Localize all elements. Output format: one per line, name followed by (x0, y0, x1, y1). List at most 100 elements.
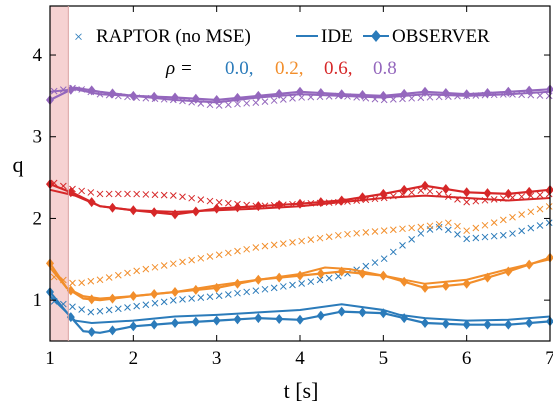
raptor-marker (389, 226, 397, 234)
raptor-marker (105, 190, 113, 198)
raptor-marker (133, 94, 141, 102)
raptor-marker (344, 198, 351, 205)
observer-marker (191, 284, 200, 295)
raptor-marker (499, 216, 507, 224)
raptor-marker (197, 294, 205, 301)
raptor-marker (509, 213, 516, 221)
observer-marker (171, 209, 179, 220)
raptor-marker (408, 224, 416, 232)
raptor-marker (463, 235, 471, 243)
legend-rho-value-0: 0.0, (225, 58, 254, 79)
raptor-marker (307, 93, 315, 101)
observer-marker (525, 318, 534, 329)
legend-rho-label: ρ = (165, 58, 193, 79)
raptor-marker (252, 244, 260, 251)
raptor-marker (270, 241, 278, 249)
raptor-marker (545, 190, 553, 198)
raptor-marker (96, 190, 104, 198)
raptor-marker (289, 95, 296, 102)
observer-marker (254, 313, 263, 324)
plot-frame (49, 5, 551, 342)
series-rho-0-0 (46, 219, 553, 338)
raptor-marker (463, 227, 471, 235)
raptor-marker (160, 298, 168, 306)
observer-marker (525, 259, 534, 270)
observer-marker (171, 286, 179, 297)
raptor-marker (252, 99, 260, 106)
raptor-marker (160, 262, 168, 269)
raptor-marker (481, 91, 489, 99)
raptor-marker (334, 198, 342, 206)
raptor-marker (151, 299, 159, 307)
raptor-marker (389, 248, 397, 256)
raptor-marker (78, 279, 86, 287)
raptor-marker (270, 201, 278, 209)
raptor-marker (527, 192, 535, 200)
raptor-marker (87, 277, 95, 285)
x-tick-label: 3 (212, 348, 222, 369)
raptor-marker (454, 92, 461, 100)
observer-marker (171, 318, 179, 329)
raptor-marker (545, 219, 553, 227)
raptor-marker (426, 93, 434, 101)
observer-marker (358, 307, 367, 318)
observer-marker (254, 201, 263, 212)
legend-rho-value-1: 0.2, (275, 58, 304, 79)
raptor-marker (279, 201, 287, 209)
observer-marker (525, 186, 534, 197)
observer-marker (379, 308, 388, 319)
observer-marker (296, 270, 304, 281)
raptor-marker (316, 199, 324, 207)
observer-marker (441, 184, 450, 195)
x-tick-label: 7 (545, 348, 553, 369)
raptor-marker (50, 179, 58, 187)
x-axis-label: t [s] (284, 378, 319, 403)
observer-marker (358, 192, 367, 203)
raptor-marker (179, 193, 186, 201)
legend: × RAPTOR (no MSE) IDE OBSERVER ρ = 0.0, … (74, 26, 490, 79)
x-tick-label: 4 (295, 348, 305, 369)
observer-marker (191, 206, 200, 217)
raptor-marker (289, 238, 296, 246)
raptor-marker (142, 191, 150, 198)
raptor-marker (444, 226, 452, 234)
observer-marker (337, 306, 346, 317)
raptor-marker (206, 253, 214, 260)
observer-marker (212, 315, 221, 326)
raptor-marker (243, 201, 251, 209)
legend-rho-value-3: 0.8 (373, 58, 397, 79)
raptor-marker (362, 229, 370, 236)
raptor-marker (114, 190, 122, 198)
raptor-marker (160, 95, 168, 103)
raptor-marker (151, 191, 159, 199)
raptor-marker (197, 254, 205, 262)
legend-label-raptor: RAPTOR (no MSE) (96, 26, 251, 47)
observer-marker (525, 85, 534, 96)
raptor-marker (215, 251, 223, 259)
raptor-marker (490, 196, 498, 203)
raptor-marker (536, 205, 544, 213)
raptor-marker (472, 92, 480, 99)
raptor-marker (261, 98, 269, 105)
raptor-marker (444, 219, 452, 227)
raptor-marker (215, 198, 223, 206)
raptor-marker (59, 276, 67, 284)
raptor-marker (279, 283, 287, 290)
observer-marker (504, 319, 513, 330)
raptor-marker (509, 194, 516, 201)
observer-marker (212, 203, 221, 214)
raptor-marker (298, 94, 306, 101)
raptor-marker (133, 302, 141, 310)
raptor-marker (380, 227, 388, 234)
raptor-marker (399, 95, 406, 103)
ticks-layer: 1 2 3 4 5 6 7 1 2 3 4 (33, 6, 553, 369)
raptor-marker (399, 225, 406, 233)
raptor-marker (353, 197, 361, 204)
raptor-marker (399, 242, 406, 249)
raptor-marker (316, 93, 324, 101)
raptor-marker (252, 202, 260, 210)
raptor-marker (142, 301, 150, 309)
observer-marker (400, 313, 409, 324)
raptor-marker (270, 284, 278, 292)
raptor-marker (124, 269, 131, 277)
